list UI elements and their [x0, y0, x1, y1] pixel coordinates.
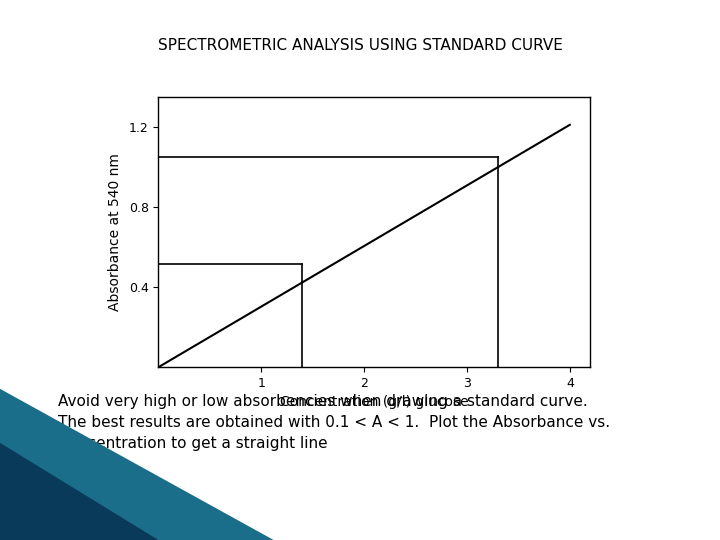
X-axis label: Concentration (g/l) glucose: Concentration (g/l) glucose: [280, 395, 469, 409]
Y-axis label: Absorbance at 540 nm: Absorbance at 540 nm: [108, 153, 122, 311]
Text: Avoid very high or low absorbencies when drawing a standard curve.
The best resu: Avoid very high or low absorbencies when…: [58, 394, 610, 451]
Text: SPECTROMETRIC ANALYSIS USING STANDARD CURVE: SPECTROMETRIC ANALYSIS USING STANDARD CU…: [158, 38, 562, 53]
